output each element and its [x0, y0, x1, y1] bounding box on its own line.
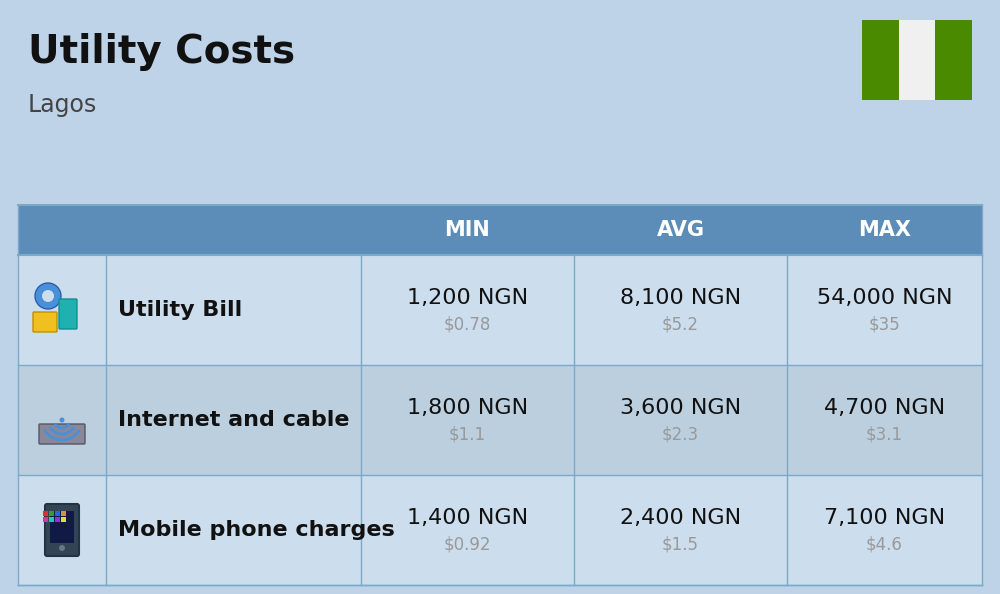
Bar	[899, 20, 935, 100]
Text: 4,700 NGN: 4,700 NGN	[824, 398, 945, 418]
Text: 54,000 NGN: 54,000 NGN	[817, 288, 952, 308]
Bar	[61, 511, 66, 516]
Text: MIN: MIN	[445, 220, 490, 240]
FancyBboxPatch shape	[45, 504, 79, 556]
Text: 1,400 NGN: 1,400 NGN	[407, 508, 528, 528]
Text: $1.1: $1.1	[449, 425, 486, 443]
Bar	[935, 20, 972, 100]
Circle shape	[35, 283, 61, 309]
Bar	[18, 365, 982, 475]
Text: $2.3: $2.3	[662, 425, 699, 443]
Text: $5.2: $5.2	[662, 315, 699, 333]
Circle shape	[60, 418, 64, 422]
Bar	[55, 517, 60, 522]
Bar	[50, 511, 74, 543]
FancyBboxPatch shape	[59, 299, 77, 329]
Text: $1.5: $1.5	[662, 535, 699, 553]
Text: Utility Bill: Utility Bill	[118, 300, 242, 320]
FancyBboxPatch shape	[33, 312, 57, 332]
Text: $4.6: $4.6	[866, 535, 903, 553]
Text: $3.1: $3.1	[866, 425, 903, 443]
Text: Internet and cable: Internet and cable	[118, 410, 350, 430]
Text: 8,100 NGN: 8,100 NGN	[620, 288, 741, 308]
Text: $35: $35	[869, 315, 900, 333]
Bar	[49, 517, 54, 522]
Text: 7,100 NGN: 7,100 NGN	[824, 508, 945, 528]
Bar	[43, 511, 48, 516]
Text: Mobile phone charges: Mobile phone charges	[118, 520, 395, 540]
Bar	[55, 511, 60, 516]
Text: $0.78: $0.78	[444, 315, 491, 333]
Text: $0.92: $0.92	[444, 535, 491, 553]
Circle shape	[42, 290, 54, 302]
Text: 1,800 NGN: 1,800 NGN	[407, 398, 528, 418]
Bar	[49, 511, 54, 516]
Text: AVG: AVG	[656, 220, 704, 240]
Bar	[18, 255, 982, 365]
Text: MAX: MAX	[858, 220, 911, 240]
Circle shape	[59, 545, 65, 551]
Bar	[43, 517, 48, 522]
Text: 2,400 NGN: 2,400 NGN	[620, 508, 741, 528]
Bar	[862, 20, 899, 100]
FancyBboxPatch shape	[39, 424, 85, 444]
Text: Utility Costs: Utility Costs	[28, 33, 295, 71]
Text: 1,200 NGN: 1,200 NGN	[407, 288, 528, 308]
Bar	[18, 205, 982, 255]
Bar	[61, 517, 66, 522]
Text: Lagos: Lagos	[28, 93, 97, 117]
Text: 3,600 NGN: 3,600 NGN	[620, 398, 741, 418]
Bar	[18, 475, 982, 585]
